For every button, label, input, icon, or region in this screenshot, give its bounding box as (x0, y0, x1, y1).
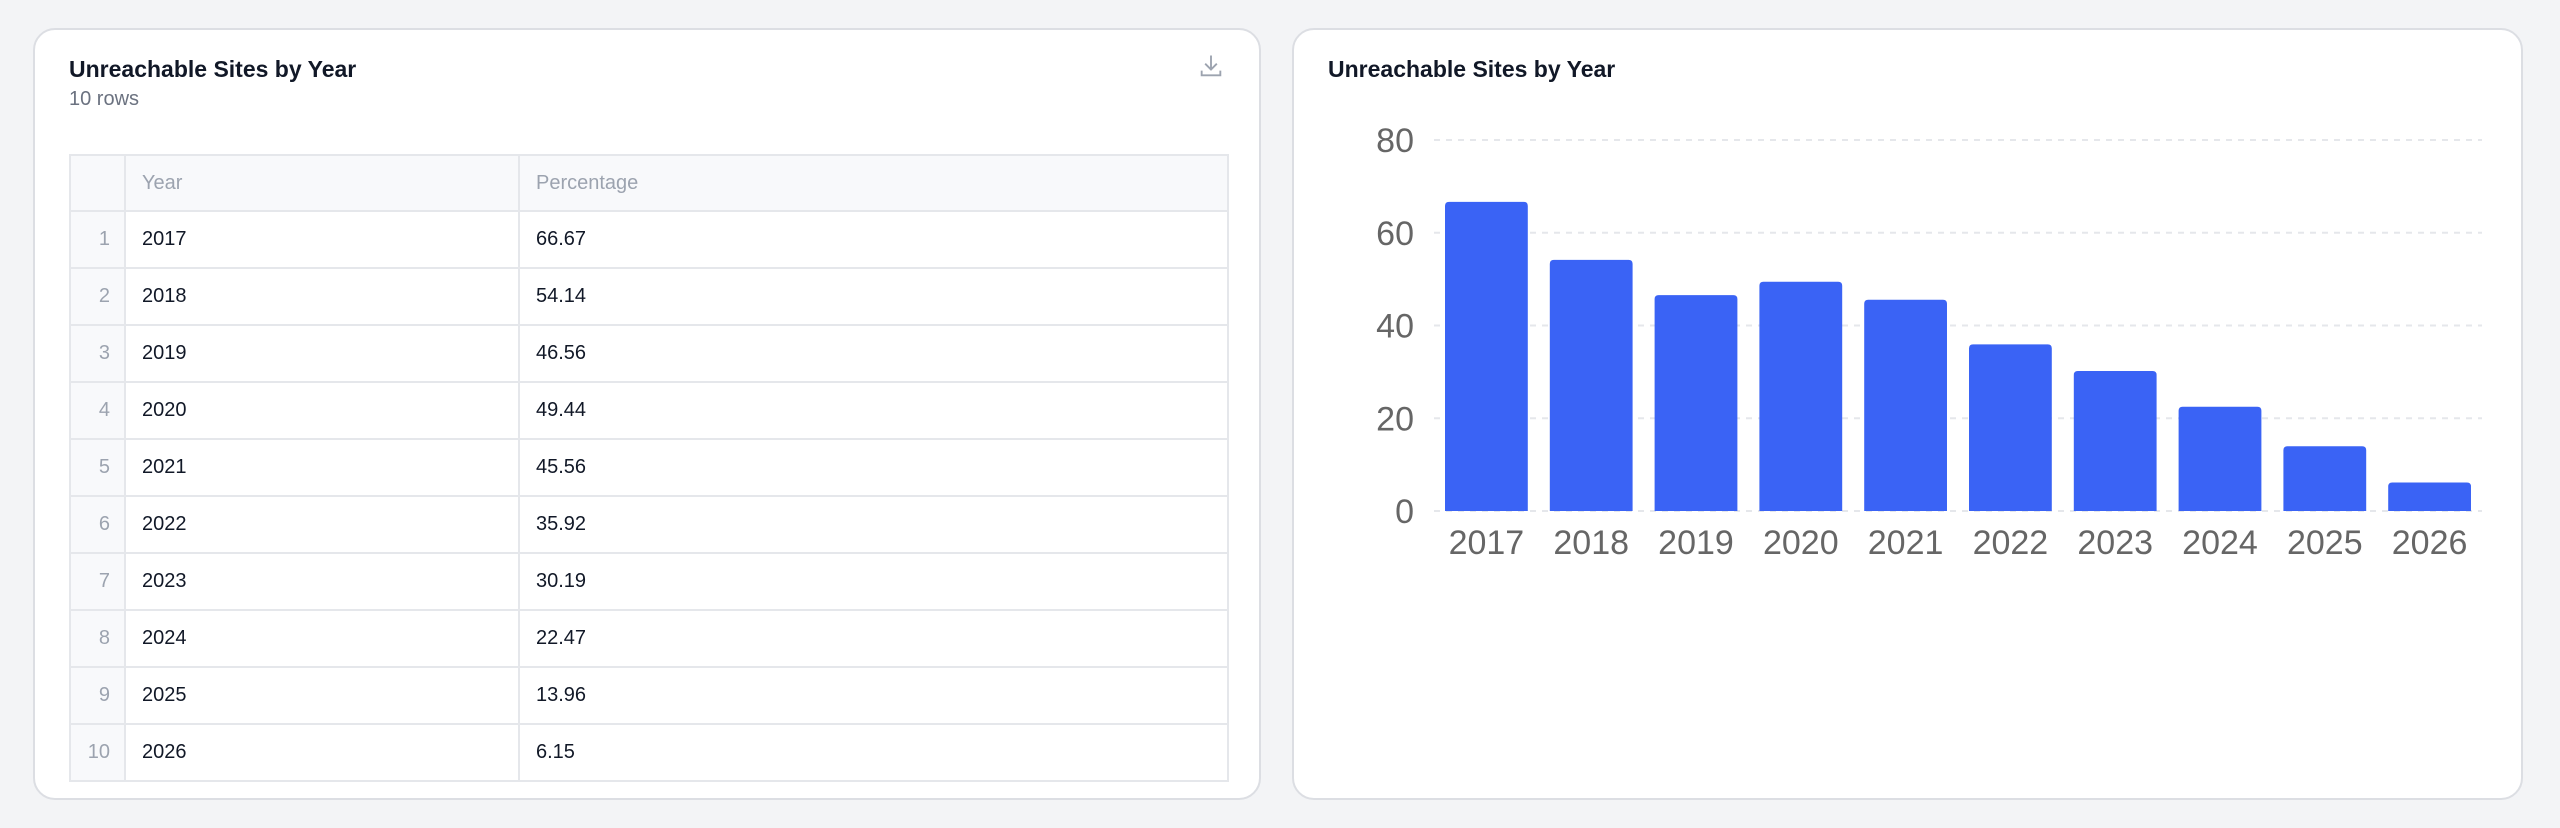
x-tick-label: 2023 (2077, 524, 2153, 562)
table-card: Unreachable Sites by Year 10 rows Year P… (33, 28, 1261, 800)
chart-title: Unreachable Sites by Year (1328, 56, 1616, 82)
index-cell: 1 (69, 210, 126, 269)
table-row: 3 2019 46.56 (69, 324, 1229, 383)
x-tick-label: 2026 (2392, 524, 2468, 562)
x-tick-label: 2020 (1763, 524, 1839, 562)
row-count: 10 rows (69, 88, 140, 110)
bar[interactable] (1759, 281, 1843, 511)
table-row: 9 2025 13.96 (69, 666, 1229, 725)
chart-card: Unreachable Sites by Year 0 20 40 60 80 2017 2… (1292, 28, 2523, 800)
table-row: 6 2022 35.92 (69, 495, 1229, 554)
year-cell: 2023 (124, 552, 520, 611)
index-cell: 4 (69, 381, 126, 440)
percentage-cell: 66.67 (518, 210, 1229, 269)
percentage-cell: 35.92 (518, 495, 1229, 554)
year-cell: 2019 (124, 324, 520, 383)
bar[interactable] (1654, 295, 1738, 511)
table-row: 1 2017 66.67 (69, 210, 1229, 269)
table-row: 5 2021 45.56 (69, 438, 1229, 497)
table-row: 4 2020 49.44 (69, 381, 1229, 440)
index-cell: 8 (69, 609, 126, 668)
table-header-row: Year Percentage (69, 154, 1229, 212)
percentage-cell: 54.14 (518, 267, 1229, 326)
percentage-cell: 46.56 (518, 324, 1229, 383)
year-cell: 2026 (124, 723, 520, 782)
percentage-cell: 6.15 (518, 723, 1229, 782)
y-tick-label: 80 (1376, 122, 1414, 160)
year-cell: 2017 (124, 210, 520, 269)
bar[interactable] (2073, 370, 2157, 511)
year-cell: 2020 (124, 381, 520, 440)
percentage-cell: 45.56 (518, 438, 1229, 497)
y-tick-label: 60 (1376, 215, 1414, 253)
index-cell: 6 (69, 495, 126, 554)
x-tick-label: 2017 (1449, 524, 1525, 562)
bar[interactable] (1864, 299, 1947, 511)
percentage-cell: 13.96 (518, 666, 1229, 725)
index-cell: 5 (69, 438, 126, 497)
x-tick-label: 2024 (2182, 524, 2258, 562)
x-tick-label: 2018 (1553, 524, 1629, 562)
x-tick-label: 2025 (2287, 524, 2363, 562)
index-cell: 9 (69, 666, 126, 725)
year-cell: 2022 (124, 495, 520, 554)
table-row: 10 2026 6.15 (69, 723, 1229, 782)
y-tick-label: 0 (1395, 493, 1414, 531)
year-cell: 2018 (124, 267, 520, 326)
bar[interactable] (1549, 259, 1633, 511)
table-row: 7 2023 30.19 (69, 552, 1229, 611)
index-header (69, 154, 126, 212)
percentage-header[interactable]: Percentage (518, 154, 1229, 212)
index-cell: 10 (69, 723, 126, 782)
year-cell: 2024 (124, 609, 520, 668)
download-icon[interactable] (1197, 52, 1225, 80)
x-tick-label: 2022 (1973, 524, 2049, 562)
bar[interactable] (1445, 201, 1528, 511)
y-tick-label: 20 (1376, 400, 1414, 438)
data-table: Year Percentage 1 2017 66.67 2 2018 54.14 3 201… (69, 154, 1229, 782)
table-row: 8 2024 22.47 (69, 609, 1229, 668)
percentage-cell: 22.47 (518, 609, 1229, 668)
bar[interactable] (2388, 482, 2471, 511)
x-tick-label: 2019 (1658, 524, 1734, 562)
percentage-cell: 30.19 (518, 552, 1229, 611)
index-cell: 2 (69, 267, 126, 326)
index-cell: 3 (69, 324, 126, 383)
bar-chart: 0 20 40 60 80 2017 2018 2019 2020 2021 2022 2023 202… (1376, 122, 2482, 562)
y-tick-label: 40 (1376, 308, 1414, 346)
bar[interactable] (1969, 344, 2052, 511)
percentage-cell: 49.44 (518, 381, 1229, 440)
year-header[interactable]: Year (124, 154, 520, 212)
table-row: 2 2018 54.14 (69, 267, 1229, 326)
table-title: Unreachable Sites by Year (69, 56, 357, 82)
index-cell: 7 (69, 552, 126, 611)
x-tick-label: 2021 (1868, 524, 1944, 562)
bar[interactable] (2178, 406, 2262, 511)
bar[interactable] (2283, 446, 2367, 511)
year-cell: 2025 (124, 666, 520, 725)
year-cell: 2021 (124, 438, 520, 497)
